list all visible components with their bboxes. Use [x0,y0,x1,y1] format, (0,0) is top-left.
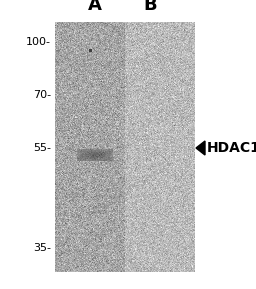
Polygon shape [196,141,205,155]
Text: © ProSci Inc.: © ProSci Inc. [93,178,143,216]
Text: HDAC1: HDAC1 [207,141,256,155]
Text: 70-: 70- [33,90,51,100]
Text: B: B [143,0,157,14]
Text: 100-: 100- [26,37,51,47]
Text: A: A [88,0,102,14]
Text: 35-: 35- [33,243,51,253]
Text: 55-: 55- [33,143,51,153]
